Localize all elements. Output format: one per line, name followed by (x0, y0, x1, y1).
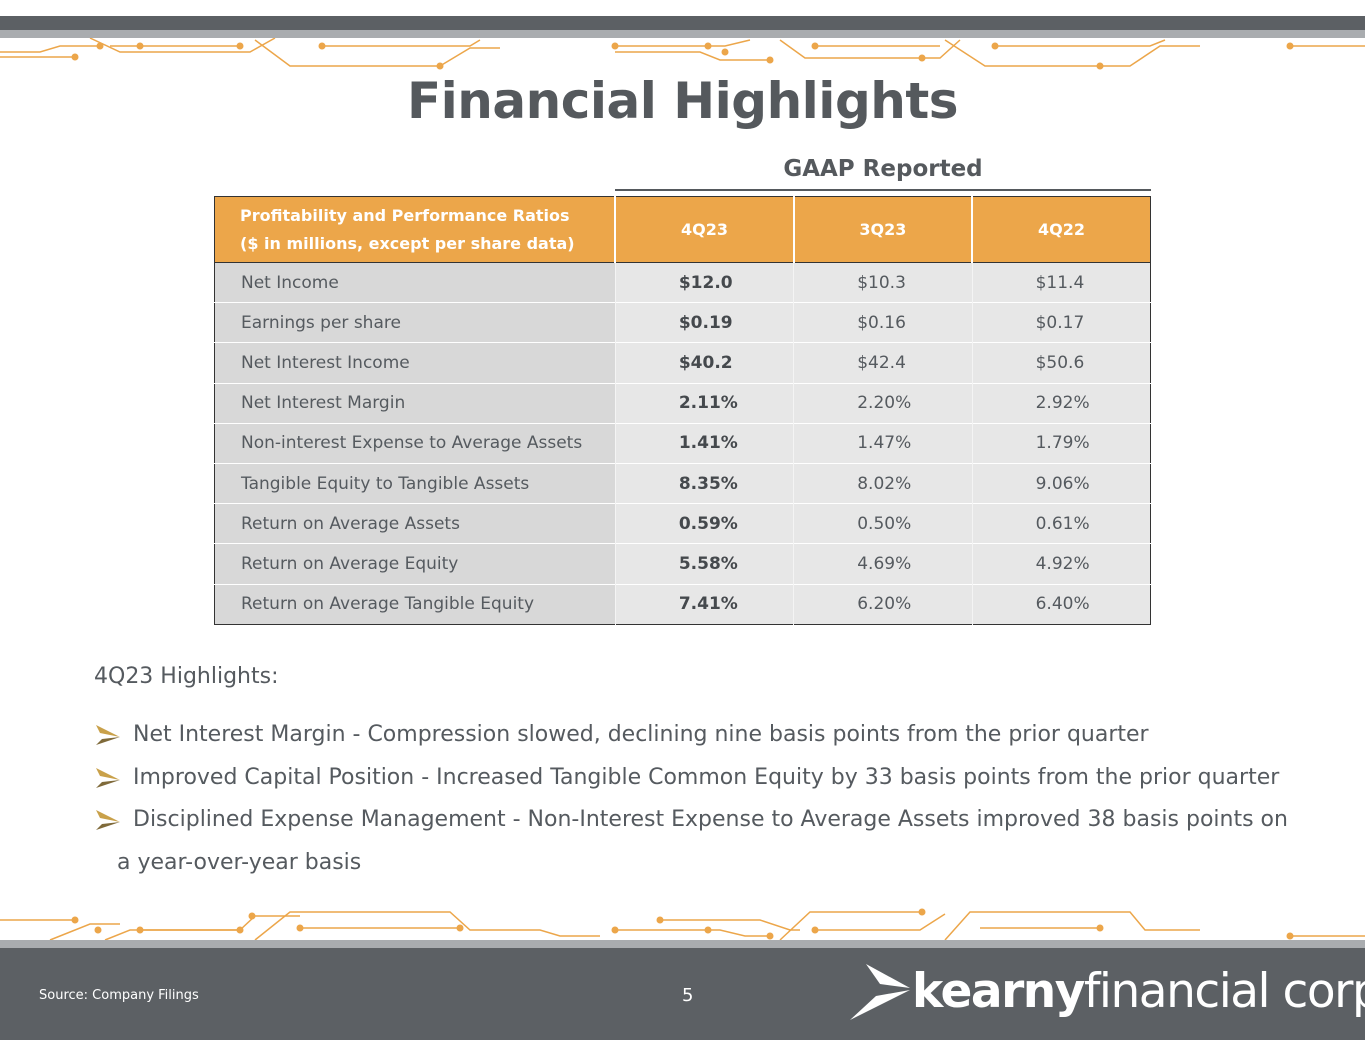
cell-value: 1.79% (971, 422, 1151, 464)
header-line-1: Profitability and Performance Ratios (240, 205, 570, 225)
cell-value: $40.2 (614, 342, 794, 384)
table-row: Earnings per share $0.19 $0.16 $0.17 (214, 302, 1151, 343)
cell-value: 7.41% (614, 583, 794, 625)
arrow-bullet-icon (96, 767, 120, 788)
table-row: Return on Average Equity 5.58% 4.69% 4.9… (214, 543, 1151, 584)
cell-value: 0.61% (971, 503, 1151, 544)
table-row: Net Interest Income $40.2 $42.4 $50.6 (214, 342, 1151, 384)
cell-value: 2.20% (793, 382, 973, 424)
cell-value: 1.47% (793, 422, 973, 464)
cell-value: 6.20% (793, 583, 973, 625)
page-number: 5 (682, 985, 694, 1006)
source-note: Source: Company Filings (39, 988, 199, 1003)
table-row: Return on Average Assets 0.59% 0.50% 0.6… (214, 503, 1151, 544)
cell-value: $10.3 (793, 261, 973, 303)
cell-value: $12.0 (614, 261, 794, 303)
highlights-list: Net Interest Margin - Compression slowed… (96, 714, 1296, 884)
cell-value: 9.06% (971, 462, 1151, 504)
row-label: Tangible Equity to Tangible Assets (214, 462, 616, 504)
arrow-bullet-icon (96, 725, 120, 745)
cell-value: 0.50% (793, 503, 973, 544)
row-label: Net Income (214, 261, 616, 303)
cell-value: 4.69% (793, 543, 973, 584)
footer-accent-band (0, 940, 1365, 948)
row-label: Return on Average Assets (214, 503, 616, 544)
table-header-row: Profitability and Performance Ratios ($ … (214, 196, 1151, 263)
cell-value: $0.16 (793, 302, 973, 343)
row-label: Return on Average Equity (214, 543, 616, 584)
highlights-heading: 4Q23 Highlights: (94, 664, 279, 689)
cell-value: 1.41% (614, 422, 794, 464)
column-header-3q23: 3Q23 (792, 196, 973, 263)
company-logo: kearnyfinancial corp. (850, 962, 1365, 1024)
cell-value: $11.4 (971, 261, 1151, 303)
table-row: Net Income $12.0 $10.3 $11.4 (214, 261, 1151, 303)
cell-value: 2.92% (971, 382, 1151, 424)
table-header-label: Profitability and Performance Ratios ($ … (214, 196, 616, 263)
financial-ratios-table: Profitability and Performance Ratios ($ … (214, 196, 1151, 625)
page-title: Financial Highlights (407, 72, 959, 130)
row-label: Net Interest Margin (214, 382, 616, 424)
highlight-text: Net Interest Margin - Compression slowed… (133, 722, 1149, 747)
cell-value: 8.02% (793, 462, 973, 504)
table-row: Return on Average Tangible Equity 7.41% … (214, 583, 1151, 625)
highlight-text: Improved Capital Position - Increased Ta… (133, 764, 1280, 790)
top-band-accent (0, 30, 1365, 38)
circuit-decoration-bottom (0, 908, 1365, 941)
arrow-bullet-icon (96, 810, 120, 830)
logo-light-text: financial corp. (1083, 964, 1365, 1019)
row-label: Earnings per share (214, 302, 616, 343)
cell-value: $0.19 (614, 302, 794, 343)
highlight-text: Disciplined Expense Management - Non-Int… (133, 807, 1288, 832)
row-label: Net Interest Income (214, 342, 616, 384)
row-label: Non-interest Expense to Average Assets (214, 422, 616, 464)
logo-bold-text: kearny (912, 964, 1085, 1019)
table-row: Non-interest Expense to Average Assets 1… (214, 422, 1151, 464)
gaap-reported-label: GAAP Reported (783, 156, 983, 182)
cell-value: 2.11% (614, 382, 794, 424)
top-band (0, 16, 1365, 30)
table-row: Tangible Equity to Tangible Assets 8.35%… (214, 462, 1151, 504)
highlight-bullet: Net Interest Margin - Compression slowed… (96, 714, 1296, 757)
cell-value: 8.35% (614, 462, 794, 504)
highlight-bullet: Improved Capital Position - Increased Ta… (96, 757, 1296, 800)
cell-value: $50.6 (971, 342, 1151, 384)
circuit-decoration-top (0, 38, 1365, 70)
cell-value: $0.17 (971, 302, 1151, 343)
highlight-text-continuation: a year-over-year basis (117, 849, 362, 875)
header-line-2: ($ in millions, except per share data) (240, 233, 575, 253)
gaap-reported-underline (615, 189, 1151, 191)
cell-value: 6.40% (971, 583, 1151, 625)
logo-arrow-icon (850, 964, 910, 1020)
column-header-4q23: 4Q23 (614, 196, 794, 263)
footer-bar (0, 948, 1365, 1040)
cell-value: 4.92% (971, 543, 1151, 584)
column-header-4q22: 4Q22 (971, 196, 1151, 263)
row-label: Return on Average Tangible Equity (214, 583, 616, 625)
logo-wordmark: kearnyfinancial corp. (912, 964, 1365, 1019)
cell-value: 0.59% (614, 503, 794, 544)
highlight-bullet: Disciplined Expense Management - Non-Int… (96, 799, 1296, 884)
table-row: Net Interest Margin 2.11% 2.20% 2.92% (214, 382, 1151, 424)
cell-value: $42.4 (793, 342, 973, 384)
cell-value: 5.58% (614, 543, 794, 584)
